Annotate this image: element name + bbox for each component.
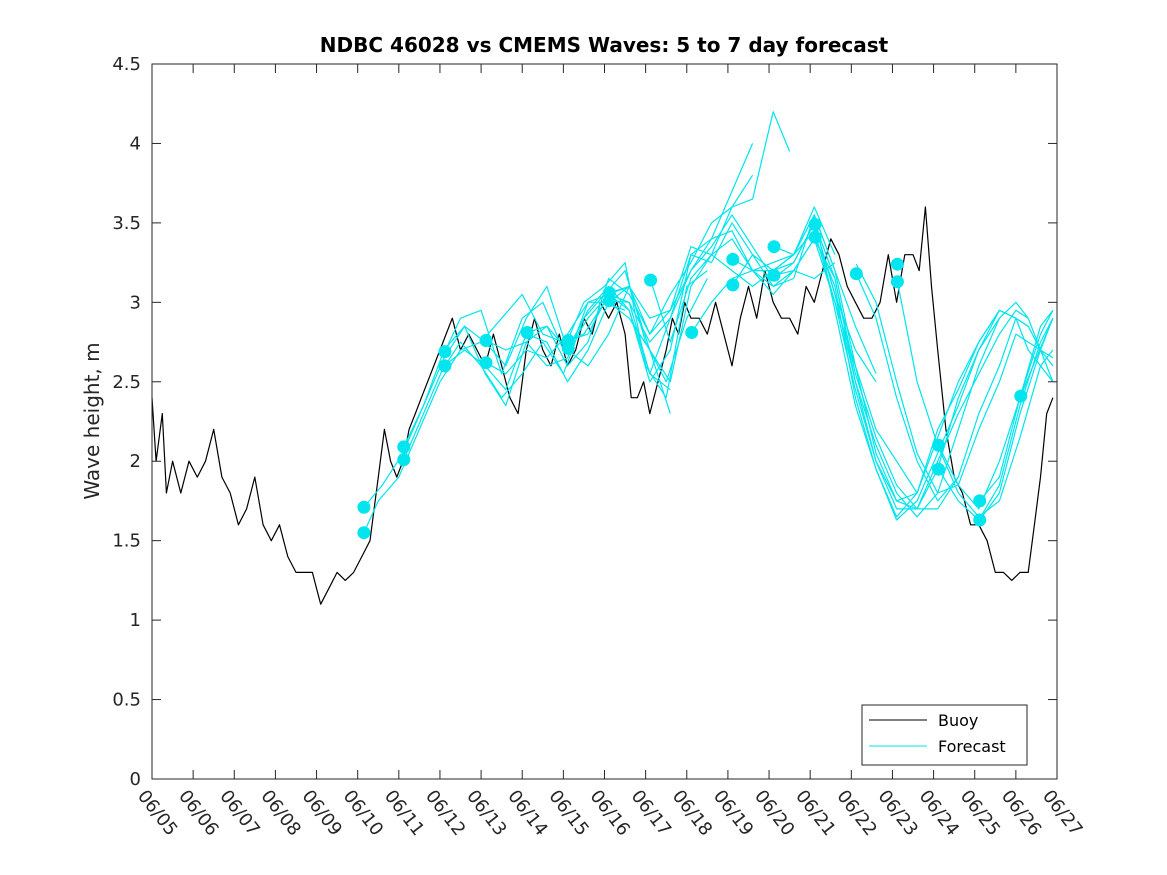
forecast-start-marker [438, 345, 452, 359]
forecast-start-marker [644, 273, 658, 287]
legend-box [861, 704, 1028, 766]
forecast-start-marker [357, 526, 371, 540]
x-tick-label: 06/24 [915, 786, 963, 840]
buoy-series [151, 206, 1054, 605]
forecast-start-marker [890, 257, 904, 271]
y-tick-label: 4 [130, 133, 141, 154]
forecast-start-marker [357, 500, 371, 514]
y-tick-label: 0.5 [112, 690, 141, 711]
forecast-run-line [937, 317, 1054, 521]
y-axis-label: Wave height, m [80, 342, 104, 499]
y-tick-label: 2 [130, 451, 141, 472]
y-tick-label: 4.5 [112, 54, 141, 75]
y-tick-label: 2.5 [112, 372, 141, 393]
forecast-start-marker [1014, 389, 1028, 403]
x-tick-label: 06/21 [791, 786, 839, 840]
y-tick-label: 3 [130, 292, 141, 313]
x-tick-label: 06/26 [997, 786, 1045, 840]
forecast-run-line [650, 230, 918, 494]
forecast-run-line [814, 224, 1054, 502]
forecast-start-marker [973, 513, 987, 527]
x-tick-label: 06/27 [1038, 786, 1086, 840]
forecast-start-marker [726, 252, 740, 266]
chart-title: NDBC 46028 vs CMEMS Waves: 5 to 7 day fo… [320, 33, 889, 57]
forecast-start-marker [808, 218, 822, 231]
axes-frame [151, 63, 1058, 780]
forecast-run-line [485, 174, 754, 383]
forecast-run-line [1020, 317, 1054, 397]
y-axis: 0 0.5 1 1.5 2 2.5 3 3.5 4 4.5 [112, 54, 1057, 790]
forecast-run-line [732, 222, 1000, 518]
x-tick-label: 06/12 [421, 786, 469, 840]
forecast-start-marker [479, 356, 493, 370]
y-tick-label: 3.5 [112, 213, 141, 234]
forecast-start-marker [602, 286, 616, 300]
forecast-run-line [444, 262, 708, 399]
forecast-start-marker [438, 359, 452, 373]
x-tick-label: 06/08 [256, 786, 304, 840]
forecast-run-line [732, 214, 1000, 510]
plot-area [151, 111, 1054, 605]
forecast-run-line [814, 236, 1054, 521]
forecast-run-line [855, 273, 1054, 502]
forecast-start-marker [932, 462, 945, 476]
forecast-markers [357, 218, 1028, 540]
legend-label-buoy: Buoy [938, 711, 978, 730]
x-tick-label: 06/10 [339, 786, 387, 840]
x-tick-label: 06/22 [832, 786, 880, 840]
forecast-run-line [363, 285, 630, 508]
forecast-run-line [937, 309, 1054, 510]
forecast-run-line [855, 263, 1054, 494]
forecast-start-marker [397, 440, 411, 454]
legend-label-forecast: Forecast [938, 737, 1006, 756]
y-tick-label: 1.5 [112, 531, 141, 552]
x-tick-label: 06/06 [174, 786, 222, 840]
x-tick-label: 06/18 [668, 786, 716, 840]
x-tick-label: 06/09 [298, 786, 346, 840]
forecast-start-marker [849, 267, 863, 281]
forecast-start-marker [397, 453, 411, 467]
legend: Buoy Forecast [861, 704, 1028, 766]
forecast-start-marker [561, 334, 575, 347]
forecast-run-line [363, 293, 626, 533]
y-tick-label: 0 [130, 769, 141, 790]
forecast-series [363, 111, 1054, 533]
x-tick-label: 06/13 [462, 786, 510, 840]
forecast-start-marker [973, 494, 987, 508]
forecast-start-marker [767, 240, 781, 254]
x-tick-label: 06/07 [215, 786, 263, 840]
x-tick-label: 06/14 [503, 786, 551, 840]
y-tick-label: 1 [130, 610, 141, 631]
forecast-start-marker [890, 275, 904, 289]
forecast-start-marker [767, 268, 781, 282]
x-tick-label: 06/17 [627, 786, 675, 840]
x-tick-label: 06/05 [133, 786, 181, 840]
forecast-start-marker [932, 438, 945, 452]
forecast-start-marker [685, 326, 699, 339]
forecast-start-marker [726, 278, 740, 292]
x-tick-label: 06/23 [874, 786, 922, 840]
forecast-start-marker [479, 334, 493, 347]
forecast-start-marker [520, 326, 534, 339]
forecast-run-line [485, 143, 754, 375]
forecast-start-marker [808, 230, 822, 244]
x-tick-label: 06/15 [544, 786, 592, 840]
buoy-line [151, 206, 1054, 605]
forecast-run-line [773, 238, 1029, 510]
x-tick-label: 06/19 [709, 786, 757, 840]
x-tick-label: 06/25 [956, 786, 1004, 840]
x-tick-label: 06/11 [380, 786, 428, 840]
x-tick-label: 06/16 [586, 786, 634, 840]
x-tick-label: 06/20 [750, 786, 798, 840]
